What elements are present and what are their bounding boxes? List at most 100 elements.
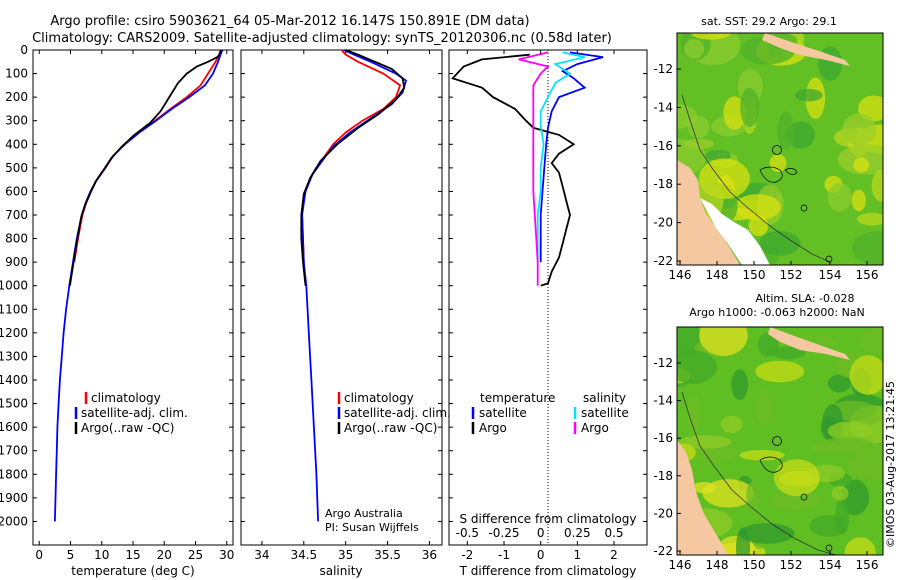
field-patch [734,194,781,221]
legend-satellite-label: satellite-adj. clim. [344,406,451,420]
field-patch [831,485,849,501]
map-x-tick-label: 150 [743,268,766,282]
legend-s-argo-label: Argo [581,421,609,435]
field-patch [827,182,852,212]
depth-tick-label: 1800 [0,467,28,481]
field-patch [777,111,795,151]
x2-tick-label: -0.25 [488,526,519,540]
x-tick-label: 5 [67,548,75,562]
field-patch [748,215,769,237]
field-patch [849,355,883,395]
map-x-tick-label: 156 [856,558,879,572]
field-patch [755,390,772,425]
field-patch [853,157,870,173]
depth-tick-label: 800 [5,232,28,246]
sla-map-title2: Argo h1000: -0.063 h2000: NaN [689,306,865,319]
x-tick-label: 34 [254,548,269,562]
map-y-tick-label: -22 [653,254,673,268]
difference-x2ticks: -0.5 -0.25 0 0.25 0.5 [456,526,624,540]
temperature-series-group [54,49,224,522]
depth-tick-label: 1500 [0,397,28,411]
depth-tick-label: 200 [5,90,28,104]
reef-outline [825,544,833,552]
t-difference-label: T difference from climatology [459,564,637,578]
map-x-tick-label: 150 [743,558,766,572]
sst-map-title: sat. SST: 29.2 Argo: 29.1 [701,15,837,28]
field-patch [755,360,805,383]
salinity-xticks: 34 34.5 35 35.5 36 [254,50,437,562]
legend-t-satellite-label: satellite [479,406,527,420]
depth-tick-label: 2000 [0,514,28,528]
sst-map-yticks: -12 -14 -16 -18 -20 -22 [653,62,681,268]
x-tick-label: 30 [219,548,234,562]
sla-patches [677,327,883,555]
field-patch [677,350,717,384]
bathymetry-contour [681,391,837,555]
nodata-coastal [700,198,770,265]
map-x-tick-label: 146 [669,558,692,572]
series-climatology [301,49,402,263]
x-tick-label: -2 [461,548,473,562]
temperature-xticks: 0 5 10 15 20 25 30 [35,50,234,562]
reef-outline [759,456,783,473]
sla-map: Altim. SLA: -0.028 Argo h1000: -0.063 h2… [653,292,884,572]
x-tick-label: 34.5 [290,548,317,562]
field-patch [794,88,823,102]
x-tick-label: 0 [537,548,545,562]
x2-tick-label: 0.25 [564,526,591,540]
map-y-tick-label: -20 [653,216,673,230]
field-patch [699,327,748,357]
difference-legend: temperature salinity satellite Argo sate… [471,391,629,435]
field-patch [856,212,883,226]
temperature-panel: 0 5 10 15 20 25 30 010020030040050060070080090… [0,43,647,578]
depth-tick-label: 700 [5,208,28,222]
depth-tick-label: 1600 [0,420,28,434]
x-tick-label: -1 [498,548,510,562]
field-patch [740,87,760,128]
map-x-tick-label: 146 [669,268,692,282]
x-tick-label: 0 [35,548,43,562]
map-y-tick-label: -14 [653,394,673,408]
map-y-tick-label: -14 [653,100,673,114]
credit-pi: PI: Susan Wijffels [325,521,419,534]
argo-float-marker [772,145,782,155]
depth-tick-label: 900 [5,255,28,269]
field-patch [844,537,876,555]
field-patch [859,327,883,355]
x2-tick-label: 0 [537,526,545,540]
field-patch [851,189,866,212]
series-t-satellite [539,51,604,263]
difference-panel: -2 -1 0 1 2 -0.5 -0.25 0 0.25 0.5 S difference f… [448,49,648,578]
x-tick-label: 35 [338,548,353,562]
field-patch [731,369,749,401]
depth-tick-label: 1200 [0,326,28,340]
field-patch [848,453,877,478]
depth-tick-label: 500 [5,161,28,175]
depth-tick-label: 100 [5,67,28,81]
salinity-series-group [300,49,408,522]
depth-tick-label: 600 [5,184,28,198]
map-y-tick-label: -12 [653,62,673,76]
field-patch [871,170,883,202]
title-line2: Climatology: CARS2009. Satellite-adjuste… [32,31,612,46]
australia-land [677,440,728,555]
field-patch [684,138,715,150]
reef-outline [759,166,783,183]
field-patch [723,96,746,130]
x-tick-label: 10 [94,548,109,562]
reef-outline [784,168,798,175]
imos-timestamp: ©IMOS 03-Aug-2017 13:21:45 [884,381,897,548]
field-patch [739,449,785,461]
map-x-tick-label: 156 [856,268,879,282]
field-patch [758,230,801,256]
map-x-tick-label: 148 [706,268,729,282]
legend-argo-label: Argo(..raw -QC) [81,421,174,435]
depth-tick-label: 0 [20,43,28,57]
legend-argo-label: Argo(..raw -QC) [344,421,437,435]
map-x-tick-label: 152 [780,558,803,572]
depth-tick-label: 1900 [0,491,28,505]
x-tick-label: 20 [157,548,172,562]
map-x-tick-label: 148 [706,558,729,572]
legend-salinity-head: salinity [583,391,626,405]
field-patch [687,115,710,139]
